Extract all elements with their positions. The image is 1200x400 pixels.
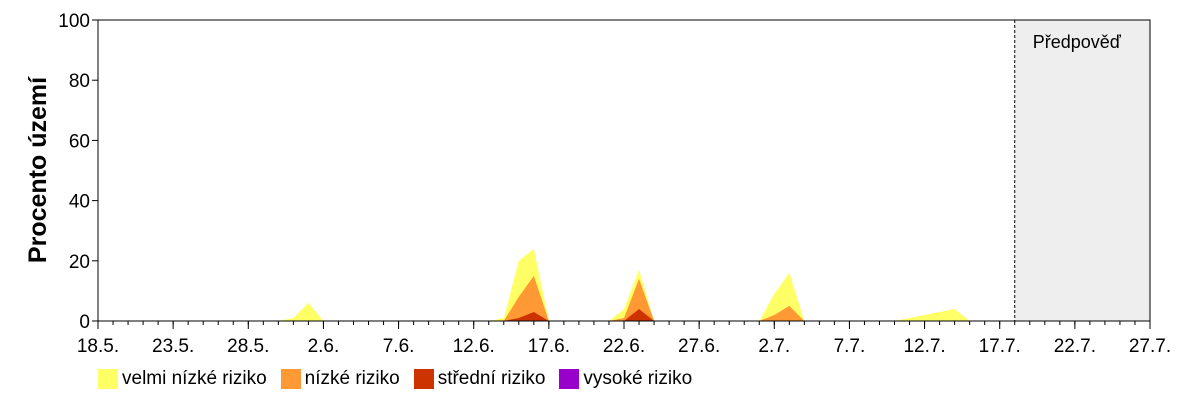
x-tick-label: 23.5.	[152, 336, 194, 357]
legend-item: nízké riziko	[280, 368, 400, 390]
legend: velmi nízké riziko nízké riziko střední ri…	[98, 368, 692, 390]
x-tick-label: 7.7.	[834, 336, 866, 357]
x-tick-label: 22.7.	[1054, 336, 1096, 357]
forecast-region	[1014, 20, 1150, 321]
y-tick-label: 40	[69, 192, 90, 213]
x-axis: 18.5. 23.5. 28.5. 2.6. 7.6. 12.6. 17.6. 22.6. 27…	[77, 321, 1171, 357]
x-tick-label: 27.6.	[678, 336, 720, 357]
legend-swatch	[559, 369, 580, 389]
x-tick-label: 12.6.	[453, 336, 495, 357]
y-axis-label: Procento území	[24, 76, 52, 263]
legend-item: vysoké riziko	[559, 368, 692, 390]
x-tick-label: 27.7.	[1129, 336, 1171, 357]
area-series-group	[278, 248, 970, 321]
x-tick-label: 17.7.	[979, 336, 1021, 357]
plot-frame	[97, 19, 1151, 322]
legend-swatch	[280, 369, 301, 389]
y-tick-label: 80	[69, 71, 90, 92]
legend-swatch	[413, 369, 434, 389]
risk-area-chart: Předpověď 0 20 40 60 80 100 18.5. 23.5. 28.5. 2.…	[24, 11, 1171, 357]
area-velmi-nízké-riziko	[278, 248, 970, 321]
y-tick-label: 100	[58, 11, 90, 32]
legend-item: střední riziko	[413, 368, 546, 390]
x-tick-label: 18.5.	[77, 336, 119, 357]
x-tick-label: 28.5.	[227, 336, 269, 357]
legend-label: velmi nízké riziko	[122, 368, 267, 389]
x-tick-label: 17.6.	[528, 336, 570, 357]
legend-item: velmi nízké riziko	[98, 368, 267, 390]
legend-swatch	[98, 369, 118, 389]
legend-label: nízké riziko	[304, 368, 400, 389]
legend-label: střední riziko	[437, 368, 546, 389]
x-tick-label: 7.6.	[383, 336, 415, 357]
y-tick-label: 0	[79, 312, 90, 333]
y-tick-label: 60	[69, 131, 90, 152]
x-tick-label: 2.6.	[308, 336, 340, 357]
y-tick-label: 20	[69, 252, 90, 273]
forecast-label: Předpověď	[1033, 32, 1122, 52]
x-tick-label: 12.7.	[903, 336, 945, 357]
x-tick-label: 22.6.	[603, 336, 645, 357]
y-axis: 0 20 40 60 80 100	[58, 11, 98, 333]
x-tick-label: 2.7.	[758, 336, 790, 357]
legend-label: vysoké riziko	[583, 368, 693, 389]
